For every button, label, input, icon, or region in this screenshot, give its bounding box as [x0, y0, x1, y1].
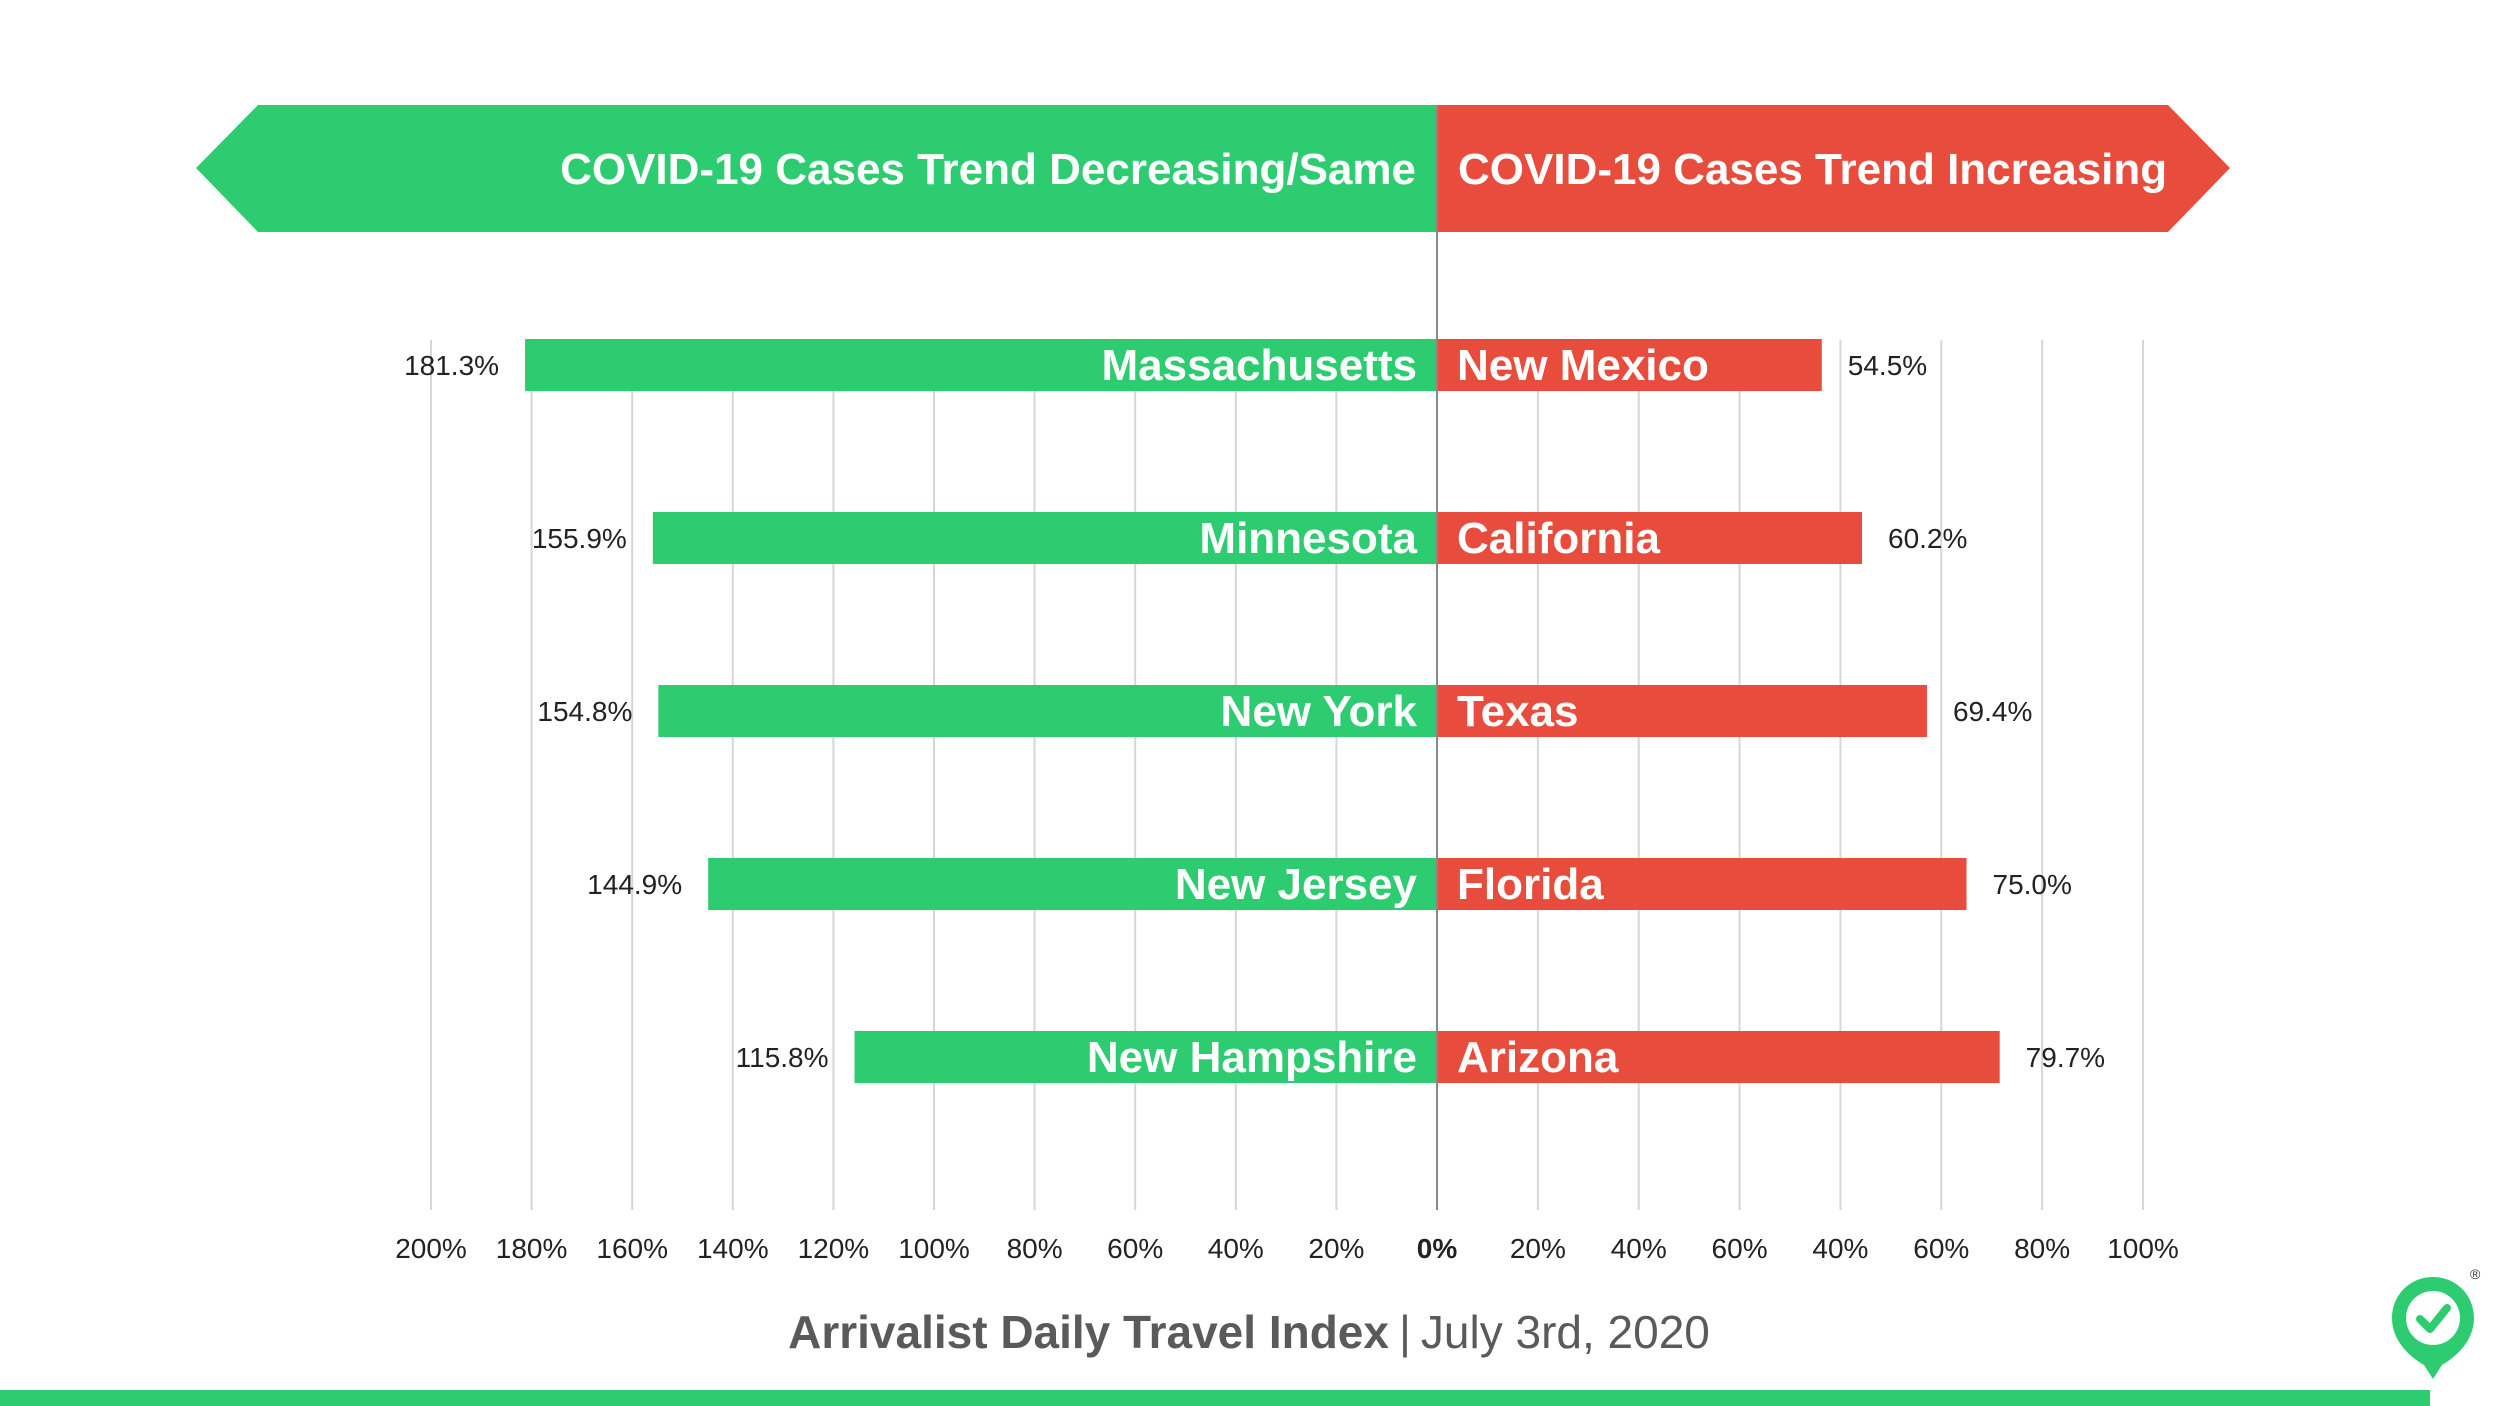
value-label-right: 79.7% — [2026, 1042, 2105, 1073]
footer-caption: Arrivalist Daily Travel Index | July 3rd, … — [0, 1305, 2498, 1359]
state-label-left: Minnesota — [1199, 514, 1417, 563]
bars: Massachusetts 181.3% Minnesota 155.9% New Yo… — [404, 339, 2105, 1083]
header-increasing-label: COVID-19 Cases Trend Increasing — [1458, 145, 2167, 194]
value-label-right: 75.0% — [1993, 869, 2072, 900]
tick-label: 20% — [1510, 1233, 1566, 1264]
tick-label: 20% — [1308, 1233, 1364, 1264]
tick-label: 60% — [1712, 1233, 1768, 1264]
state-label-left: Massachusetts — [1102, 341, 1417, 390]
value-label-left: 181.3% — [404, 350, 499, 381]
value-label-left: 115.8% — [736, 1042, 829, 1073]
tick-label: 80% — [2014, 1233, 2070, 1264]
header-decreasing-label: COVID-19 Cases Trend Decreasing/Same — [560, 145, 1416, 194]
state-label-right: New Mexico — [1457, 341, 1709, 390]
value-label-left: 154.8% — [537, 696, 632, 727]
bar-right — [1437, 858, 1967, 910]
tick-label: 40% — [1812, 1233, 1868, 1264]
bar-right — [1437, 1031, 2000, 1083]
footer-brand: Arrivalist Daily Travel Index — [788, 1306, 1389, 1358]
value-label-left: 144.9% — [587, 869, 682, 900]
state-label-right: California — [1457, 514, 1660, 563]
footer-separator: | — [1398, 1306, 1411, 1358]
state-label-left: New Hampshire — [1087, 1033, 1417, 1082]
header-banner-increasing — [1437, 105, 2230, 232]
tick-label: 180% — [496, 1233, 568, 1264]
header-banners: COVID-19 Cases Trend Decreasing/Same COV… — [196, 105, 2230, 232]
bar-left — [658, 685, 1437, 737]
bar-right — [1437, 339, 1822, 391]
tick-label: 100% — [898, 1233, 970, 1264]
bar-left — [854, 1031, 1437, 1083]
bar-right — [1437, 512, 1863, 564]
bar-right — [1437, 685, 1927, 737]
tick-label: 60% — [1913, 1233, 1969, 1264]
x-axis-tick-labels: 200% 180% 160% 140% 120% 100% 80% 60% 40% 20% 0% 20… — [395, 1233, 2179, 1264]
value-label-right: 60.2% — [1888, 523, 1967, 554]
tick-label-zero: 0% — [1417, 1233, 1458, 1264]
state-label-right: Arizona — [1457, 1033, 1619, 1082]
state-label-left: New Jersey — [1175, 860, 1418, 909]
tick-label: 40% — [1208, 1233, 1264, 1264]
bar-left — [525, 339, 1437, 391]
tick-label: 40% — [1611, 1233, 1667, 1264]
state-label-left: New York — [1221, 687, 1418, 736]
value-label-right: 69.4% — [1953, 696, 2032, 727]
footer-date: July 3rd, 2020 — [1420, 1306, 1710, 1358]
tick-label: 80% — [1007, 1233, 1063, 1264]
tick-label: 160% — [596, 1233, 668, 1264]
tick-label: 60% — [1107, 1233, 1163, 1264]
bottom-accent-bar — [0, 1390, 2430, 1406]
checkmark-pin-icon — [2392, 1277, 2474, 1379]
tick-label: 100% — [2107, 1233, 2179, 1264]
tick-label: 140% — [697, 1233, 769, 1264]
bar-left — [652, 512, 1437, 564]
bar-left — [708, 858, 1437, 910]
tick-label: 120% — [798, 1233, 870, 1264]
state-label-right: Texas — [1457, 687, 1579, 736]
value-label-right: 54.5% — [1848, 350, 1927, 381]
diverging-bar-chart: COVID-19 Cases Trend Decreasing/Same COV… — [196, 105, 2230, 1264]
value-label-left: 155.9% — [532, 523, 627, 554]
header-banner-decreasing — [196, 105, 1437, 232]
tick-label: 200% — [395, 1233, 467, 1264]
state-label-right: Florida — [1457, 860, 1604, 909]
registered-mark: ® — [2470, 1266, 2481, 1282]
